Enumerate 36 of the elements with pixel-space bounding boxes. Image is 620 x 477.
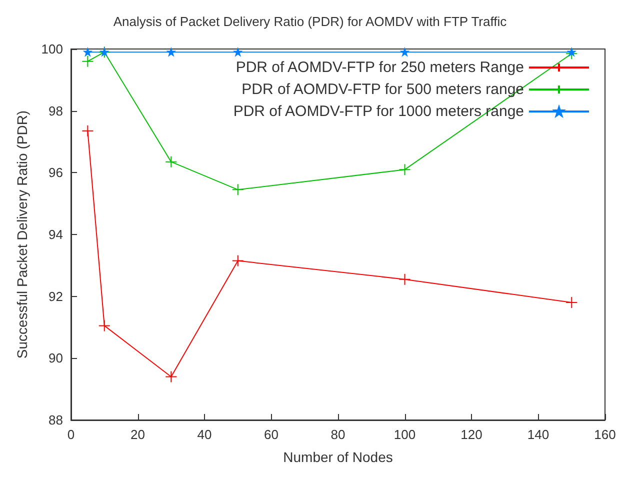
point — [165, 370, 178, 383]
point — [234, 48, 242, 56]
legend-label: PDR of AOMDV-FTP for 1000 meters range — [233, 103, 524, 120]
x-tick-label: 160 — [594, 427, 616, 442]
y-tick-label: 92 — [48, 288, 63, 304]
point — [398, 164, 411, 176]
x-tick-label: 40 — [197, 427, 212, 442]
point — [82, 55, 94, 68]
y-tick-label: 96 — [48, 165, 63, 180]
point — [167, 48, 176, 56]
point — [82, 124, 94, 137]
point — [400, 48, 409, 56]
y-tick-label: 88 — [48, 412, 63, 428]
legend-label: PDR of AOMDV-FTP for 250 meters Range — [236, 59, 524, 76]
y-tick-label: 94 — [48, 227, 63, 242]
y-tick-label: 90 — [48, 350, 63, 366]
x-axis-title: Number of Nodes — [283, 449, 393, 465]
x-tick-label: 120 — [460, 427, 482, 442]
y-tick-label: 100 — [41, 42, 63, 56]
point — [566, 296, 578, 309]
x-tick-label: 80 — [330, 427, 346, 442]
point — [232, 254, 244, 267]
point — [232, 184, 244, 196]
point — [84, 48, 92, 56]
x-tick-label: 140 — [527, 427, 550, 442]
x-tick-label: 100 — [394, 427, 416, 442]
x-tick-label: 0 — [67, 427, 75, 442]
point — [398, 273, 411, 286]
point — [165, 156, 178, 168]
x-tick-label: 20 — [130, 427, 145, 442]
x-tick-label: 60 — [264, 427, 278, 442]
chart-title: Analysis of Packet Delivery Ratio (PDR) for AOMDV with FTP Traffic — [113, 14, 508, 29]
y-axis-title: Successful Packet Delivery Ratio (PDR) — [14, 110, 30, 359]
point — [98, 320, 110, 332]
point — [568, 48, 576, 56]
y-tick-label: 98 — [48, 103, 63, 118]
